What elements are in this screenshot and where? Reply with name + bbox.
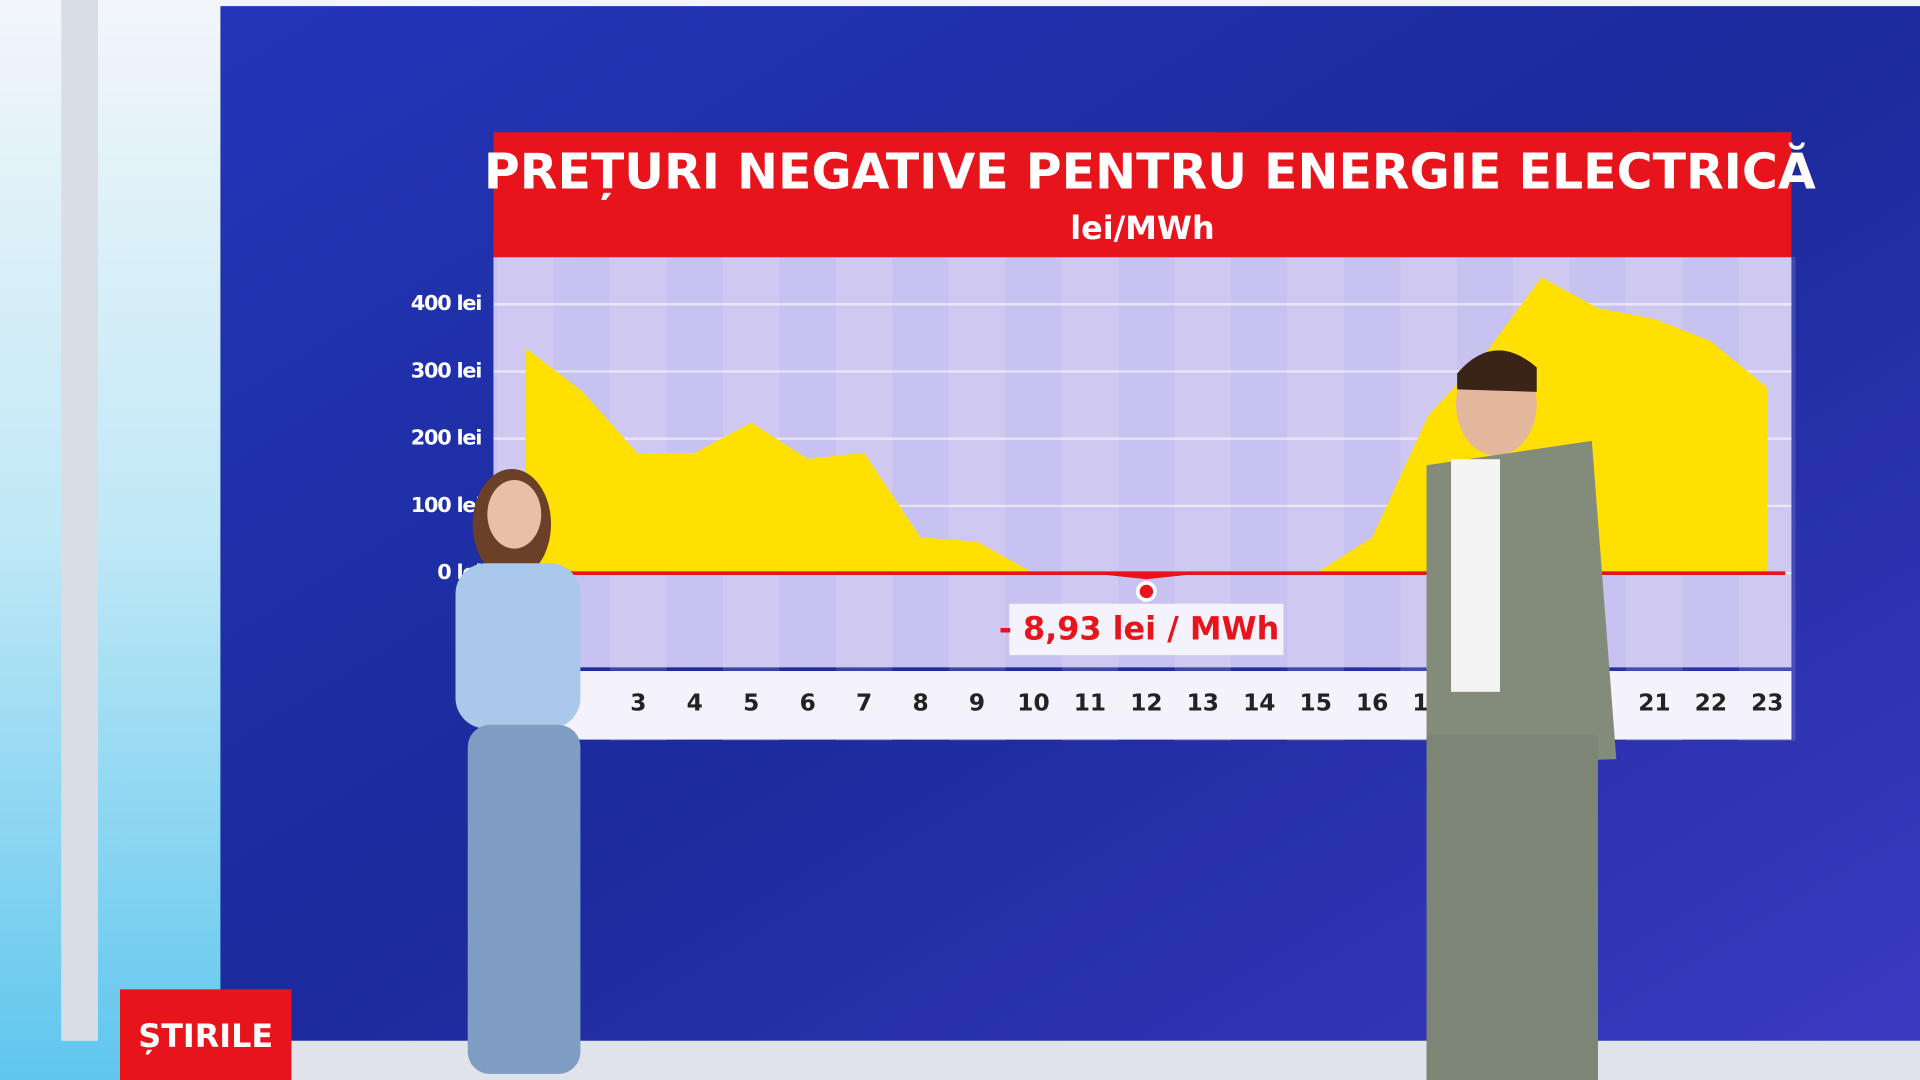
x-tick-label: 13	[1187, 690, 1219, 717]
x-tick-label: 15	[1300, 690, 1332, 717]
x-tick-label: 6	[800, 690, 816, 717]
stripe	[1287, 257, 1344, 741]
x-tick-label: 10	[1017, 690, 1049, 717]
annotation: - 8,93 lei / MWh	[999, 610, 1280, 648]
x-tick-label: 23	[1751, 690, 1783, 717]
x-tick-label: 4	[687, 690, 703, 717]
x-tick-label: 12	[1130, 690, 1162, 717]
x-tick-label: 22	[1695, 690, 1727, 717]
chart-subtitle: lei/MWh	[1070, 209, 1214, 247]
x-tick-label: 8	[912, 690, 928, 717]
min-point	[1135, 581, 1157, 602]
x-tick-label: 16	[1356, 690, 1388, 717]
x-tick-label: 7	[856, 690, 872, 717]
x-tick-label: 9	[969, 690, 985, 717]
header-band	[493, 132, 1792, 258]
stripe	[1174, 257, 1232, 741]
stripe	[948, 257, 1006, 741]
logo-box	[120, 989, 292, 1080]
presenter-right	[1426, 350, 1617, 1080]
x-tick-label: 3	[630, 690, 646, 717]
annotation-box	[1009, 603, 1284, 656]
logo-text: ȘTIRILE	[138, 1017, 273, 1055]
x-tick-label: 14	[1243, 690, 1275, 717]
x-tick-label: 11	[1074, 690, 1106, 717]
chart-title: PREȚURI NEGATIVE PENTRU ENERGIE ELECTRIC…	[484, 142, 1816, 201]
y-tick-label: 400 lei	[411, 291, 482, 315]
presenter-left	[455, 468, 581, 1074]
y-tick-label: 100 lei	[411, 493, 482, 517]
frame	[61, 0, 98, 1041]
stripe	[1061, 257, 1119, 741]
y-tick-label: 200 lei	[411, 426, 482, 450]
area-negative	[1100, 574, 1193, 580]
x-tick-label: 5	[743, 690, 759, 717]
y-tick-label: 300 lei	[411, 358, 482, 382]
x-tick-label: 21	[1638, 690, 1670, 717]
